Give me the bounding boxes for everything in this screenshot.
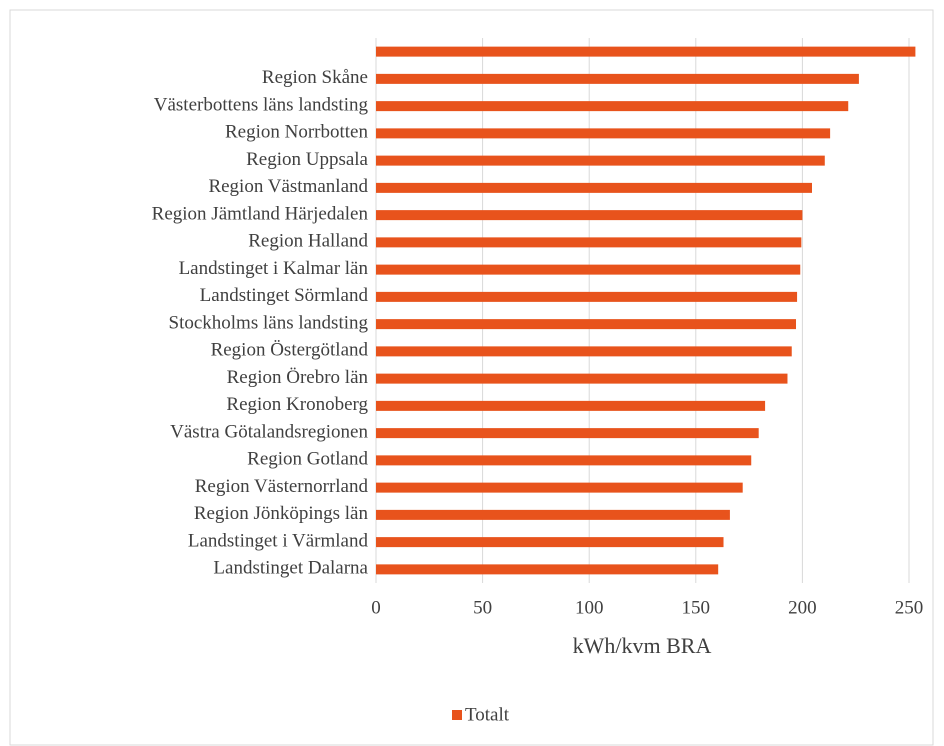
x-axis-label: kWh/kvm BRA bbox=[573, 633, 712, 658]
y-tick-label: Region Västernorrland bbox=[195, 476, 369, 497]
bar bbox=[376, 373, 788, 384]
y-tick-label: Region Västmanland bbox=[208, 176, 368, 197]
bar bbox=[376, 428, 759, 439]
bar bbox=[376, 400, 766, 411]
x-tick-label: 200 bbox=[788, 597, 817, 618]
bar bbox=[376, 210, 803, 221]
y-tick-label: Region Jämtland Härjedalen bbox=[152, 203, 369, 224]
bar bbox=[376, 73, 859, 84]
y-tick-label: Region Örebro län bbox=[227, 367, 369, 388]
bar bbox=[376, 182, 812, 193]
x-tick-label: 250 bbox=[895, 597, 924, 618]
bar bbox=[376, 346, 792, 357]
x-tick-label: 100 bbox=[575, 597, 604, 618]
y-tick-label: Stockholms läns landsting bbox=[169, 312, 369, 333]
bar bbox=[376, 46, 916, 57]
y-tick-label: Landstinget i Värmland bbox=[188, 530, 369, 551]
bar bbox=[376, 537, 724, 548]
x-tick-label: 150 bbox=[682, 597, 711, 618]
y-tick-label: Landstinget Dalarna bbox=[213, 558, 368, 579]
x-tick-label: 50 bbox=[473, 597, 492, 618]
y-tick-label: Västra Götalandsregionen bbox=[170, 421, 368, 442]
y-tick-label: Region Uppsala bbox=[246, 149, 368, 170]
y-tick-label: Region Skåne bbox=[262, 67, 368, 88]
bar bbox=[376, 264, 801, 275]
y-tick-label: Region Gotland bbox=[247, 449, 368, 470]
bar bbox=[376, 455, 752, 466]
y-tick-label: Region Norrbotten bbox=[225, 122, 369, 143]
y-tick-label: Region Halland bbox=[248, 231, 368, 252]
y-tick-label: Region Jönköpings län bbox=[194, 503, 369, 524]
bar bbox=[376, 155, 825, 166]
bar bbox=[376, 291, 798, 302]
y-tick-label: Landstinget Sörmland bbox=[200, 285, 369, 306]
y-tick-label: Region Kronoberg bbox=[226, 394, 368, 415]
bar bbox=[376, 101, 849, 112]
legend-label: Totalt bbox=[465, 704, 510, 725]
bar bbox=[376, 564, 719, 575]
y-tick-label: Västerbottens läns landsting bbox=[154, 94, 369, 115]
legend-swatch bbox=[452, 710, 462, 720]
bar bbox=[376, 237, 802, 248]
chart-frame bbox=[9, 9, 934, 746]
bar bbox=[376, 128, 831, 139]
x-tick-label: 0 bbox=[371, 597, 381, 618]
bar bbox=[376, 482, 743, 493]
bar bbox=[376, 319, 797, 330]
bar bbox=[376, 509, 730, 520]
y-tick-label: Region Östergötland bbox=[211, 340, 369, 361]
y-tick-label: Landstinget i Kalmar län bbox=[179, 258, 369, 279]
